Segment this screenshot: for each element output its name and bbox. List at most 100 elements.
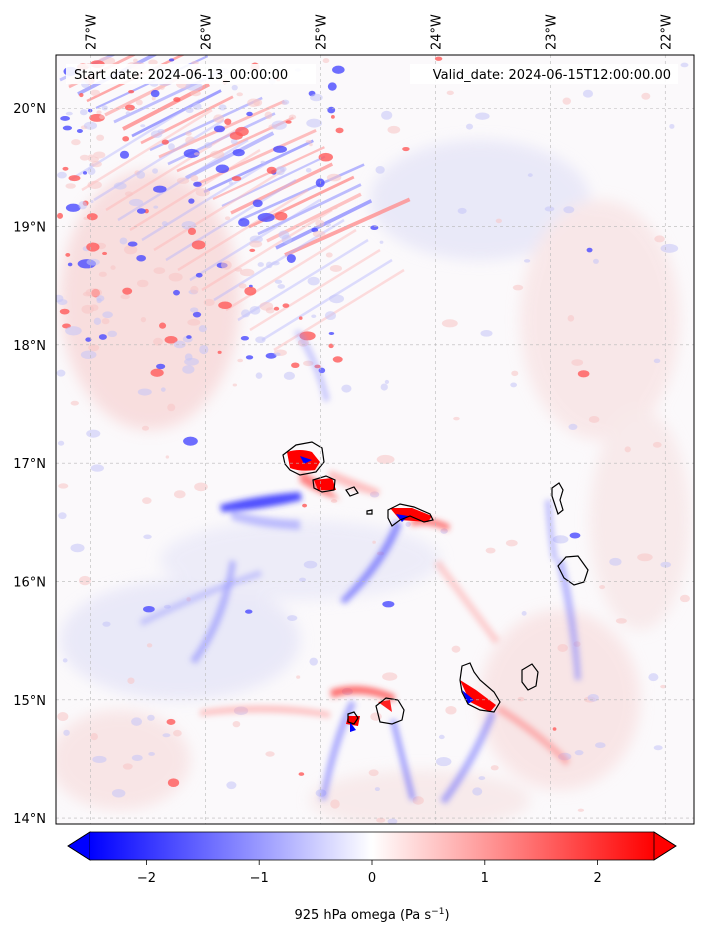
omega-cell	[405, 521, 411, 527]
omega-cell	[157, 129, 165, 134]
gridlines	[56, 55, 694, 824]
wave-streak	[81, 108, 213, 192]
lat-label-20n: 20°N	[13, 102, 46, 117]
omega-cell	[315, 219, 325, 227]
omega-cell	[599, 585, 606, 590]
omega-cell	[63, 729, 70, 736]
omega-cell	[199, 344, 209, 355]
omega-cell	[478, 776, 486, 781]
omega-cell	[98, 334, 107, 340]
omega-cell	[660, 684, 667, 689]
omega-cell	[387, 818, 398, 824]
omega-cell	[571, 359, 584, 366]
omega-cell	[490, 765, 499, 771]
omega-cell	[382, 672, 398, 681]
omega-cell	[79, 154, 90, 161]
wave-streak	[273, 268, 405, 352]
omega-cell	[312, 230, 326, 238]
omega-cell	[523, 259, 531, 263]
omega-cell	[255, 336, 266, 344]
omega-cell	[624, 446, 631, 453]
omega-cell	[273, 306, 280, 311]
omega-cell	[220, 260, 232, 270]
wave-streak	[249, 248, 381, 332]
omega-cell	[402, 146, 410, 152]
colorbar-extend-low	[67, 831, 91, 861]
omega-cell	[264, 111, 273, 120]
lat-label-15n: 15°N	[13, 694, 46, 709]
omega-cell	[331, 206, 338, 210]
wave-streak	[131, 89, 222, 138]
wave-streak	[185, 131, 275, 180]
omega-cell	[641, 92, 651, 100]
lat-label-16n: 16°N	[13, 575, 46, 590]
omega-cell	[65, 111, 73, 116]
omega-cell	[310, 93, 323, 102]
omega-cell	[90, 732, 98, 741]
omega-cell	[283, 371, 295, 380]
omega-cell	[249, 305, 261, 315]
omega-cell	[190, 307, 199, 313]
omega-cell	[653, 745, 663, 751]
omega-cell	[187, 227, 197, 236]
omega-cell	[472, 787, 483, 796]
omega-cell	[435, 757, 452, 767]
omega-cell	[654, 235, 665, 243]
omega-cell	[382, 600, 395, 608]
omega-cell	[143, 534, 152, 540]
omega-cell	[381, 110, 393, 120]
omega-cell	[57, 212, 64, 219]
colorbar-tick-label: 1	[481, 871, 489, 886]
omega-cell	[255, 372, 263, 379]
colorbar-extend-high	[653, 831, 677, 861]
colorbar: −2 −1 0 1 2 925 hPa omega (Pa s−1)	[67, 831, 677, 923]
omega-cell	[122, 287, 133, 295]
omega-cell	[586, 247, 593, 253]
island-outline	[347, 711, 359, 725]
omega-cell	[669, 123, 675, 129]
omega-cell	[86, 429, 101, 438]
island-outline	[366, 509, 373, 515]
omega-cell	[101, 105, 108, 111]
omega-cell	[587, 693, 599, 702]
omega-cell	[577, 808, 585, 812]
omega-cell	[236, 92, 243, 97]
island-outline	[375, 697, 405, 725]
omega-cell	[59, 308, 70, 315]
omega-cell	[203, 298, 215, 307]
omega-cell	[153, 337, 163, 346]
omega-cell	[379, 240, 384, 244]
omega-cell	[615, 618, 627, 624]
omega-cell	[56, 369, 66, 377]
wave-streak	[201, 208, 333, 292]
omega-cell	[296, 675, 301, 679]
omega-cell	[237, 358, 244, 363]
latitude-labels: 20°N 19°N 18°N 17°N 16°N 15°N 14°N	[13, 102, 46, 827]
omega-cell	[446, 90, 454, 96]
omega-cell	[132, 58, 138, 63]
omega-cell	[563, 206, 575, 214]
omega-cell	[441, 319, 458, 328]
island-outline	[557, 555, 589, 586]
omega-cell	[302, 503, 308, 508]
omega-cell	[637, 553, 653, 562]
omega-cell	[192, 102, 202, 110]
omega-cell	[286, 254, 296, 263]
omega-cell	[113, 182, 127, 190]
lat-label-18n: 18°N	[13, 339, 46, 354]
omega-cell	[86, 242, 100, 252]
omega-cell	[648, 673, 659, 682]
lon-label-27w: 27°W	[84, 14, 99, 50]
omega-cell	[83, 121, 98, 130]
island-outline	[387, 503, 434, 527]
omega-cell	[330, 114, 335, 119]
wave-streak	[105, 128, 237, 212]
omega-cell	[111, 788, 126, 798]
omega-cell	[568, 423, 578, 431]
omega-cell	[96, 295, 105, 302]
omega-cell	[87, 108, 93, 113]
omega-cell	[307, 276, 320, 286]
omega-cell	[153, 205, 159, 209]
omega-cell	[141, 425, 150, 431]
